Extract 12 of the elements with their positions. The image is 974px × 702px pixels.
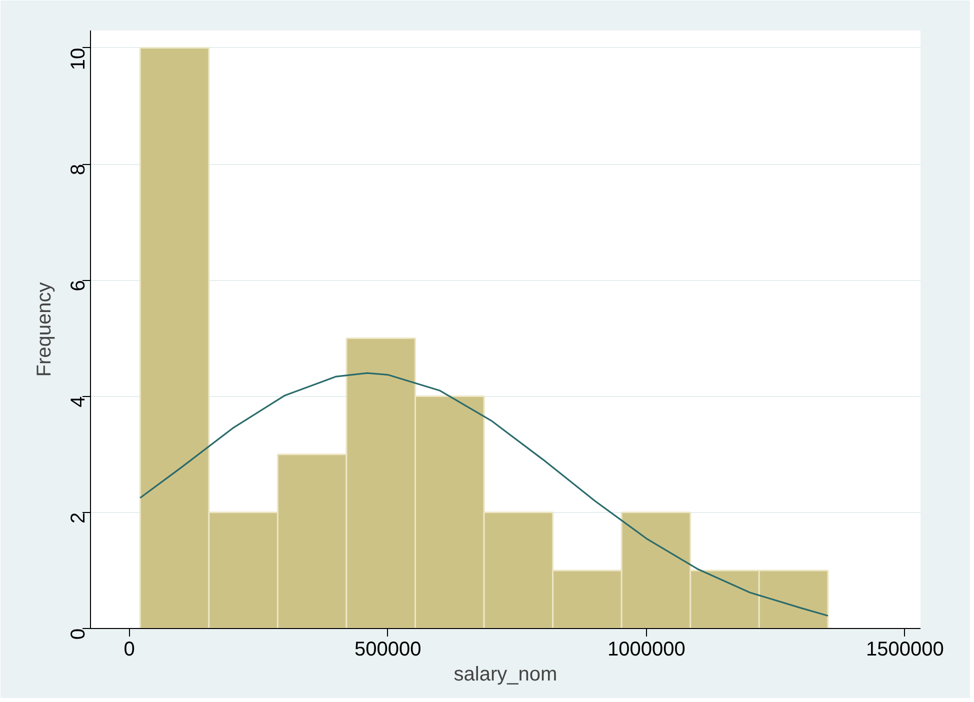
x-axis-title: salary_nom	[454, 664, 558, 686]
y-tick-label: 4	[68, 396, 90, 408]
y-tick-label: 10	[68, 48, 90, 70]
y-tick-label: 0	[68, 628, 90, 640]
y-tick-label: 8	[68, 164, 90, 176]
x-tick-label: 1000000	[607, 638, 686, 660]
x-tick-label: 0	[124, 638, 135, 660]
y-axis-title: Frequency	[34, 282, 56, 377]
x-tick-label: 1500000	[866, 638, 944, 660]
y-tick-label: 2	[68, 512, 90, 524]
x-tick-label: 500000	[354, 638, 422, 660]
y-tick-label: 6	[68, 280, 90, 292]
